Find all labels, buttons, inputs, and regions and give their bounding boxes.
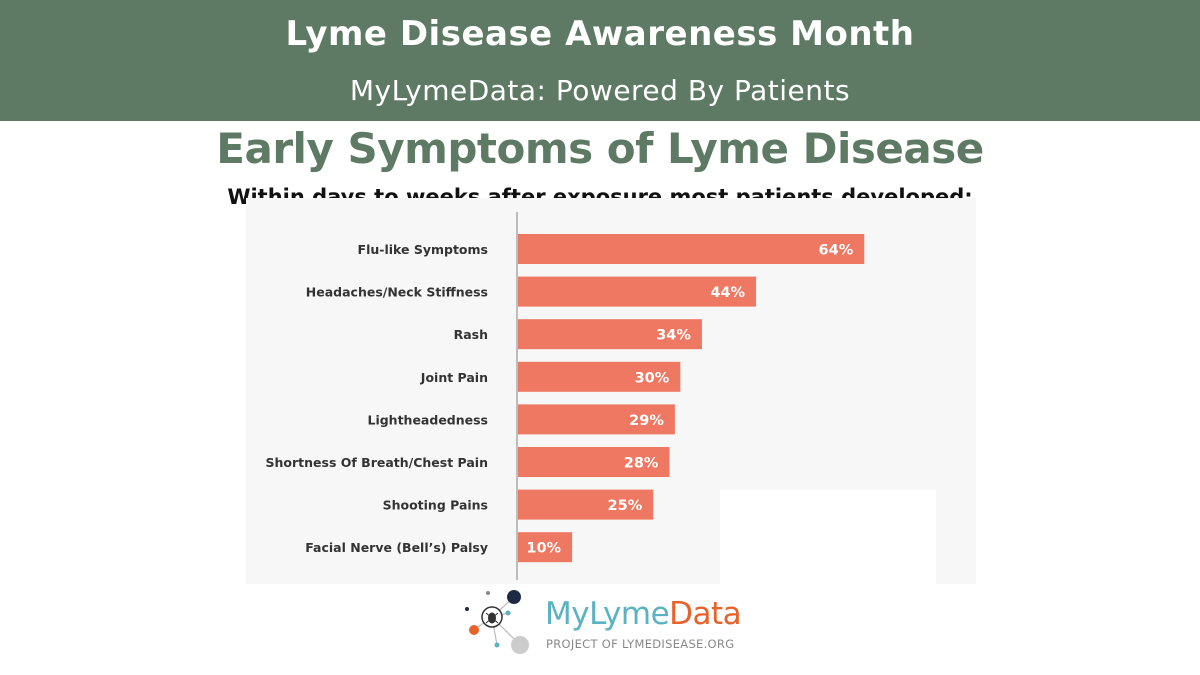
logo-tagline: PROJECT OF LYMEDISEASE.ORG	[546, 637, 735, 651]
category-label: Shooting Pains	[383, 498, 488, 513]
category-label: Rash	[454, 327, 488, 342]
bar	[518, 361, 681, 392]
value-label: 29%	[629, 413, 664, 429]
category-label: Shortness Of Breath/Chest Pain	[266, 455, 488, 470]
network-tick-icon	[465, 590, 529, 654]
value-label: 30%	[635, 370, 670, 386]
bar	[518, 319, 702, 350]
value-label: 64%	[819, 243, 854, 259]
banner-subtitle: MyLymeData: Powered By Patients	[349, 74, 851, 107]
category-label: Facial Nerve (Bell’s) Palsy	[305, 540, 488, 555]
logo-word-data: Data	[669, 596, 742, 632]
header-banner: Lyme Disease Awareness Month MyLymeData:…	[0, 0, 1200, 121]
category-label: Flu-like Symptoms	[358, 242, 488, 257]
logo-wordmark: MyLymeData	[545, 596, 742, 632]
bar	[518, 532, 573, 563]
bar	[518, 489, 654, 520]
bar	[518, 447, 670, 477]
logo-word-lyme: Lyme	[589, 596, 670, 632]
value-label: 44%	[710, 285, 745, 301]
value-label: 28%	[624, 456, 659, 472]
value-label: 34%	[656, 328, 691, 344]
category-label: Joint Pain	[420, 370, 488, 385]
bar	[518, 404, 675, 435]
banner-title: Lyme Disease Awareness Month	[285, 14, 915, 54]
bar	[518, 276, 757, 307]
value-label: 25%	[608, 498, 643, 514]
value-label: 10%	[526, 541, 561, 557]
mylymedata-logo: MyLymeData PROJECT OF LYMEDISEASE.ORG	[462, 585, 752, 660]
plot-background-patch	[720, 490, 936, 584]
chart-title: Early Symptoms of Lyme Disease	[216, 124, 984, 173]
bar	[518, 234, 865, 264]
category-label: Headaches/Neck Stiffness	[306, 285, 488, 300]
logo-word-my: My	[545, 596, 590, 632]
category-label: Lightheadedness	[367, 412, 488, 427]
